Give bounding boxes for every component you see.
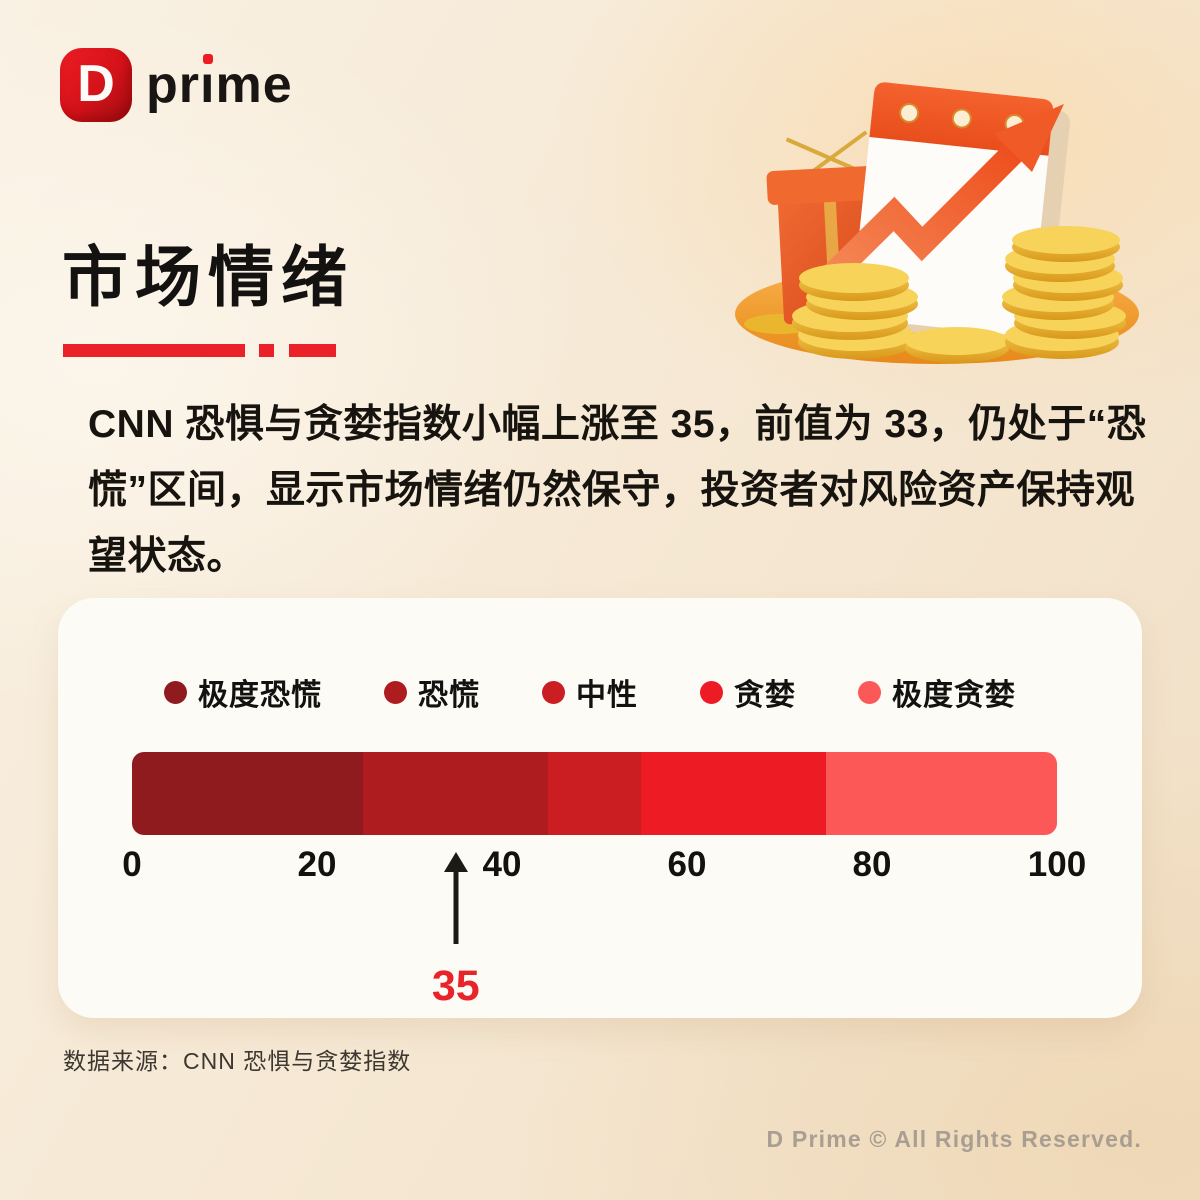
- gauge-segment: [548, 752, 641, 835]
- sentiment-gauge-card: 极度恐慌 恐慌 中性 贪婪 极度贪婪 0 20 40 60 80 100 35: [58, 598, 1142, 1018]
- pointer-shaft: [453, 868, 459, 944]
- gauge-segment: [640, 752, 826, 835]
- tick-label: 80: [852, 845, 892, 884]
- gauge-ticks: 0 20 40 60 80 100: [122, 845, 1086, 885]
- copyright: D Prime © All Rights Reserved.: [766, 1126, 1142, 1152]
- tick-label: 40: [482, 845, 522, 884]
- legend-item: 贪婪: [700, 670, 796, 714]
- legend-label: 恐慌: [418, 679, 480, 712]
- legend-label: 极度恐慌: [198, 679, 322, 712]
- calendar-hole: [951, 108, 972, 129]
- logo-word-post: me: [215, 56, 293, 114]
- tick-label: 60: [667, 845, 707, 884]
- calendar-hole: [899, 102, 920, 123]
- gauge-bar-area: 0 20 40 60 80 100 35: [122, 752, 1086, 1010]
- trend-arrow: [816, 104, 1064, 291]
- legend-item: 极度贪婪: [858, 670, 1016, 714]
- logo-i-dot: [202, 54, 213, 64]
- legend-item: 极度恐慌: [164, 670, 322, 714]
- gauge-pointer: 35: [426, 852, 486, 1011]
- logo-word-dotless-i: ı: [200, 56, 216, 114]
- brand-logo-wordmark: pr ı me: [146, 54, 293, 115]
- legend-dot-icon: [700, 680, 723, 704]
- legend-dot-icon: [858, 680, 881, 704]
- logo-word-i: ı: [200, 54, 216, 115]
- logo-word-pre: pr: [146, 56, 200, 114]
- brand-logo-icon: D: [60, 48, 132, 122]
- legend-item: 恐慌: [384, 670, 480, 714]
- pointer-arrowhead: [443, 852, 468, 872]
- page-title: 市场情绪: [62, 240, 354, 314]
- legend-label: 中性: [576, 679, 638, 712]
- legend-label: 极度贪婪: [892, 679, 1016, 712]
- gauge-bar: [132, 752, 1057, 835]
- coin-stack-right: [1002, 226, 1126, 359]
- underline-bar-square: [259, 344, 274, 357]
- title-underline: [63, 344, 336, 357]
- legend-dot-icon: [164, 680, 187, 704]
- brand-logo: D pr ı me: [60, 48, 293, 122]
- pointer-arrow-icon: [426, 852, 486, 944]
- gauge-segment: [825, 752, 1057, 835]
- underline-bar-short: [289, 344, 336, 357]
- pointer-value: 35: [431, 962, 480, 1010]
- tick-label: 0: [122, 845, 142, 884]
- gauge-segment: [132, 752, 364, 835]
- underline-bar-long: [63, 344, 245, 357]
- gauge-legend: 极度恐慌 恐慌 中性 贪婪 极度贪婪: [164, 670, 1078, 714]
- legend-item: 中性: [542, 670, 638, 714]
- legend-dot-icon: [384, 680, 407, 704]
- brand-logo-letter: D: [77, 55, 115, 113]
- legend-label: 贪婪: [734, 679, 796, 712]
- gauge-segment: [363, 752, 549, 835]
- coin-front: [905, 327, 1009, 363]
- data-source: 数据来源：CNN 恐惧与贪婪指数: [63, 1048, 412, 1074]
- market-illustration: [735, 82, 1139, 364]
- tick-label: 20: [297, 845, 337, 884]
- summary-text: CNN 恐惧与贪婪指数小幅上涨至 35，前值为 33，仍处于“恐慌”区间，显示市…: [88, 403, 1147, 578]
- tick-label: 100: [1027, 845, 1087, 884]
- coin-stack-left: [792, 263, 918, 359]
- legend-dot-icon: [542, 680, 565, 704]
